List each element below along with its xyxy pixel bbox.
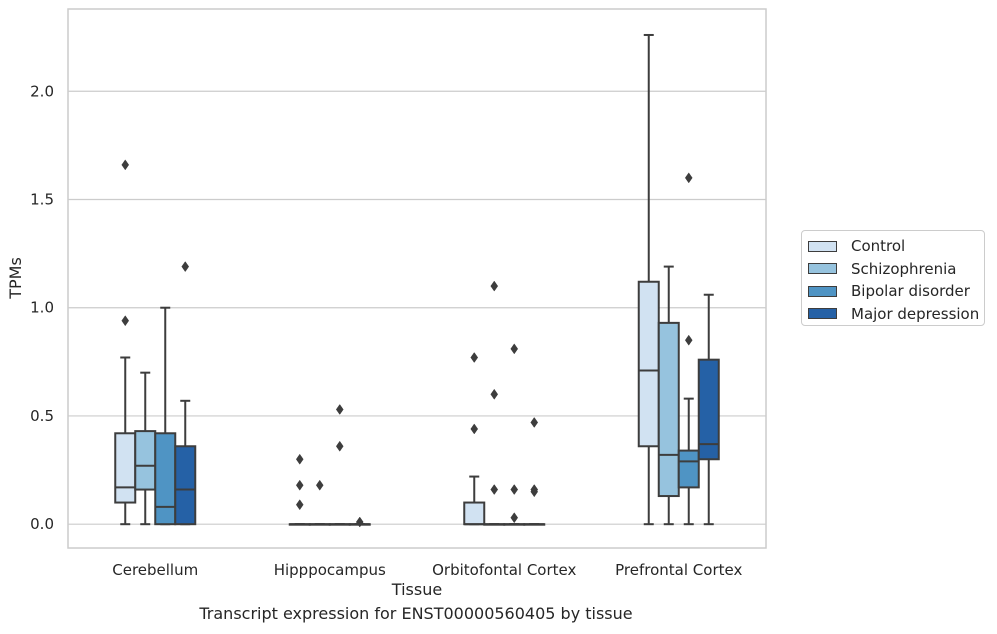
legend-item-bipolar: Bipolar disorder: [808, 280, 984, 303]
box-body: [174, 445, 197, 526]
legend-swatch: [808, 240, 837, 252]
box-3-0: [174, 261, 197, 526]
outlier-point: [335, 404, 344, 415]
legend-label: Schizophrenia: [851, 259, 957, 278]
box-3-1: [348, 516, 371, 528]
outlier-point: [295, 499, 304, 511]
y-tick-label: 0.0: [30, 515, 54, 533]
outlier-point: [530, 484, 539, 495]
outlier-point: [684, 172, 693, 184]
chart-caption: Transcript expression for ENST0000056040…: [199, 604, 633, 623]
box-body: [154, 432, 177, 526]
box-0-1: [288, 453, 311, 526]
x-tick-label: Cerebellum: [112, 561, 198, 579]
outlier-point: [315, 479, 324, 491]
box-2-3: [677, 172, 700, 526]
box-0-3: [637, 33, 660, 526]
box-1-1: [308, 479, 331, 526]
box-body: [637, 280, 660, 448]
legend-label: Bipolar disorder: [851, 282, 970, 301]
x-tick-label: Orbitofontal Cortex: [432, 561, 576, 579]
box-3-3: [697, 293, 720, 526]
y-tick-label: 1.0: [30, 299, 54, 317]
legend-swatch: [808, 285, 837, 297]
outlier-point: [530, 417, 539, 428]
outlier-point: [295, 453, 304, 465]
box-body: [114, 432, 137, 504]
box-1-3: [657, 265, 680, 526]
outlier-point: [510, 343, 519, 355]
x-tick-label: Hipppocampus: [274, 561, 386, 579]
legend-swatch: [808, 263, 837, 275]
box-3-2: [523, 417, 546, 526]
outlier-point: [295, 479, 304, 491]
outlier-point: [510, 512, 519, 524]
box-1-2: [483, 280, 506, 526]
box-body: [134, 430, 157, 491]
legend-label: Control: [851, 237, 906, 256]
legend-swatch: [808, 308, 837, 320]
outlier-point: [121, 159, 130, 171]
outlier-point: [121, 315, 130, 327]
box-body: [657, 321, 680, 498]
legend-label: Major depression: [851, 304, 980, 323]
legend-item-control: Control: [808, 235, 984, 258]
outlier-point: [490, 484, 499, 495]
y-tick-label: 0.5: [30, 407, 54, 425]
outlier-point: [490, 388, 499, 400]
outlier-point: [510, 484, 519, 495]
outlier-point: [355, 516, 364, 528]
legend: Control Schizophrenia Bipolar disorder M…: [801, 230, 985, 326]
y-tick-label: 2.0: [30, 82, 54, 100]
legend-item-major-depression: Major depression: [808, 303, 984, 326]
outlier-point: [470, 423, 479, 435]
legend-item-schizophrenia: Schizophrenia: [808, 258, 984, 281]
y-tick-label: 1.5: [30, 190, 54, 208]
box-body: [463, 501, 486, 526]
box-0-2: [463, 352, 486, 526]
x-axis-label: Tissue: [391, 580, 442, 599]
box-2-2: [503, 343, 526, 526]
outlier-point: [684, 334, 693, 346]
box-body: [677, 449, 700, 489]
x-tick-label: Prefrontal Cortex: [615, 561, 742, 579]
outlier-point: [335, 440, 344, 452]
outlier-point: [470, 352, 479, 363]
y-axis-label: TPMs: [6, 257, 25, 300]
outlier-point: [181, 261, 190, 273]
box-1-0: [134, 371, 157, 526]
outlier-point: [490, 280, 499, 292]
box-0-0: [114, 159, 137, 526]
box-body: [697, 358, 720, 461]
